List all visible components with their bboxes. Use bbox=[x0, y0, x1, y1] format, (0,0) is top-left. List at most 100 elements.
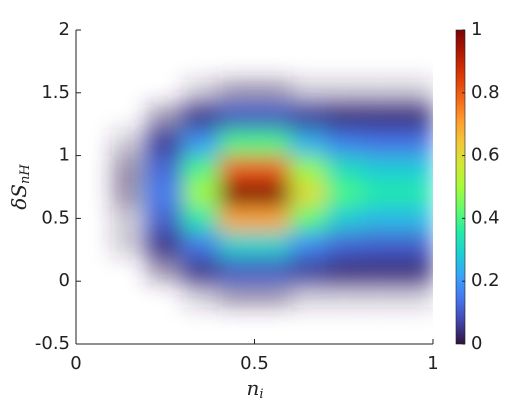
density-cell bbox=[361, 281, 398, 307]
y-axis-label: δSnH bbox=[7, 164, 33, 210]
density-cell bbox=[325, 180, 363, 207]
colorbar-tick-label: 0.4 bbox=[471, 207, 500, 228]
density-cell bbox=[326, 306, 362, 332]
density-cell bbox=[183, 256, 220, 282]
density-cell bbox=[147, 130, 184, 157]
density-cell bbox=[325, 230, 363, 257]
density-cell bbox=[183, 281, 220, 307]
density-cell bbox=[397, 130, 433, 157]
density-cell bbox=[290, 306, 326, 332]
density-cells bbox=[111, 55, 433, 332]
density-cell bbox=[112, 281, 148, 307]
density-cell bbox=[218, 256, 255, 282]
x-label-sub: i bbox=[259, 387, 263, 402]
density-cell bbox=[290, 155, 327, 182]
density-cell bbox=[147, 155, 184, 182]
density-cell bbox=[183, 306, 219, 332]
density-cell bbox=[111, 205, 148, 232]
density-cell bbox=[361, 230, 398, 257]
density-cell bbox=[218, 230, 255, 257]
density-cell bbox=[397, 306, 433, 332]
density-cell bbox=[397, 230, 433, 257]
density-cell bbox=[290, 180, 327, 207]
density-cell bbox=[218, 130, 255, 157]
density-cell bbox=[326, 55, 362, 81]
y-tick-label: 0.5 bbox=[41, 207, 70, 228]
density-cell bbox=[362, 306, 398, 332]
density-cell bbox=[183, 205, 220, 232]
density-cell bbox=[183, 180, 220, 207]
density-cell bbox=[254, 281, 291, 307]
colorbar bbox=[455, 29, 466, 345]
density-cell bbox=[112, 55, 148, 81]
density-cell bbox=[254, 180, 291, 207]
density-cell bbox=[219, 306, 255, 332]
x-label-main: n bbox=[246, 376, 259, 400]
density-cell bbox=[219, 55, 255, 81]
colorbar-tick-label: 1 bbox=[471, 19, 482, 40]
density-cell bbox=[397, 281, 433, 307]
density-cell bbox=[111, 230, 148, 257]
density-cell bbox=[218, 80, 255, 106]
density-cell bbox=[397, 256, 433, 282]
density-cell bbox=[361, 105, 398, 131]
density-cell bbox=[255, 306, 291, 332]
density-cell bbox=[112, 256, 148, 282]
density-cell bbox=[218, 281, 255, 307]
density-cell bbox=[218, 105, 255, 131]
density-cell bbox=[290, 105, 327, 131]
density-cell bbox=[254, 155, 291, 182]
density-cell bbox=[147, 105, 184, 131]
density-cell bbox=[325, 105, 363, 131]
density-cell bbox=[147, 55, 183, 81]
density-cell bbox=[183, 230, 220, 257]
density-cell bbox=[147, 80, 183, 106]
density-cell bbox=[361, 155, 398, 182]
density-cell bbox=[218, 155, 255, 182]
density-cell bbox=[147, 205, 184, 232]
density-cell bbox=[111, 180, 148, 207]
y-tick-label: 2 bbox=[59, 19, 70, 40]
density-cell bbox=[254, 230, 291, 257]
y-tick-label: 0 bbox=[59, 270, 70, 291]
density-cell bbox=[361, 130, 398, 157]
y-tick-label: 1 bbox=[59, 145, 70, 166]
density-cell bbox=[397, 80, 433, 106]
density-cell bbox=[397, 105, 433, 131]
density-cell bbox=[325, 281, 363, 307]
density-cell bbox=[218, 180, 255, 207]
density-cell bbox=[147, 230, 184, 257]
colorbar-tick-label: 0.2 bbox=[471, 270, 500, 291]
density-cell bbox=[218, 205, 255, 232]
density-cell bbox=[183, 55, 219, 81]
y-tick-label: -0.5 bbox=[35, 333, 70, 354]
density-cell bbox=[183, 130, 220, 157]
density-cell bbox=[147, 306, 183, 332]
density-cell bbox=[325, 80, 363, 106]
density-cell bbox=[147, 256, 184, 282]
density-cell bbox=[361, 180, 398, 207]
density-cell bbox=[362, 55, 398, 81]
density-cell bbox=[254, 205, 291, 232]
density-cell bbox=[254, 80, 291, 106]
density-cell bbox=[183, 155, 220, 182]
y-label-sub: nH bbox=[18, 164, 33, 184]
density-cell bbox=[325, 256, 363, 282]
density-cell bbox=[112, 80, 148, 106]
y-tick-label: 1.5 bbox=[41, 82, 70, 103]
density-cell bbox=[397, 180, 433, 207]
density-cell bbox=[254, 105, 291, 131]
density-cell bbox=[147, 281, 183, 307]
x-axis-label: ni bbox=[246, 376, 263, 402]
density-cell bbox=[325, 130, 363, 157]
colorbar-tick-label: 0.8 bbox=[471, 82, 500, 103]
y-label-main: δS bbox=[7, 184, 31, 210]
density-layer bbox=[111, 55, 433, 332]
density-cell bbox=[361, 256, 398, 282]
density-cell bbox=[290, 281, 327, 307]
density-cell bbox=[112, 105, 148, 131]
density-cell bbox=[290, 256, 327, 282]
x-tick-label: 0.5 bbox=[240, 353, 269, 374]
